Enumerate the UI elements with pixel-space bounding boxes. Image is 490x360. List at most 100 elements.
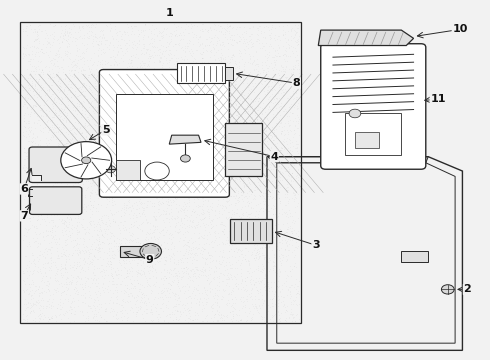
Point: [165, 135, 173, 140]
Point: [222, 205, 230, 211]
Point: [223, 36, 231, 42]
Point: [138, 172, 146, 178]
Point: [255, 232, 263, 238]
Point: [72, 145, 79, 151]
Point: [81, 290, 89, 296]
Point: [20, 213, 28, 219]
Point: [172, 296, 179, 302]
Point: [21, 149, 28, 155]
Point: [42, 200, 50, 206]
Point: [280, 147, 288, 152]
Point: [276, 256, 284, 261]
Point: [127, 23, 135, 29]
Point: [120, 103, 127, 108]
Point: [23, 286, 30, 292]
Point: [250, 282, 258, 288]
Point: [39, 68, 47, 73]
Point: [71, 311, 79, 317]
Point: [238, 100, 245, 106]
Point: [149, 213, 157, 219]
Point: [241, 238, 249, 243]
Point: [190, 138, 197, 144]
Point: [29, 235, 37, 241]
Point: [294, 288, 302, 294]
Point: [175, 273, 183, 279]
Point: [291, 34, 298, 40]
Point: [53, 271, 61, 277]
Point: [42, 222, 49, 228]
Point: [76, 33, 84, 39]
Point: [159, 129, 167, 135]
Point: [195, 44, 203, 49]
Point: [210, 90, 218, 96]
Point: [22, 214, 30, 220]
Point: [170, 99, 178, 105]
Point: [258, 302, 266, 308]
Point: [170, 174, 177, 180]
Point: [81, 88, 89, 94]
Point: [41, 246, 49, 251]
Point: [232, 175, 240, 181]
Point: [152, 254, 160, 260]
Point: [34, 213, 42, 219]
Point: [114, 208, 122, 214]
Point: [196, 34, 203, 40]
Point: [254, 103, 262, 109]
Point: [35, 53, 43, 59]
Point: [73, 48, 80, 54]
Point: [221, 26, 229, 32]
Point: [63, 281, 71, 287]
Point: [114, 163, 122, 169]
Point: [22, 150, 29, 156]
Point: [184, 62, 192, 68]
Point: [237, 266, 245, 271]
Point: [158, 153, 166, 159]
Point: [98, 112, 106, 117]
Point: [49, 195, 56, 201]
Point: [213, 302, 221, 308]
Point: [48, 132, 56, 138]
Point: [75, 190, 83, 195]
Point: [291, 122, 299, 128]
Point: [241, 138, 248, 144]
Point: [275, 53, 283, 59]
Point: [284, 165, 292, 170]
Point: [240, 24, 247, 30]
Point: [108, 199, 116, 205]
Point: [47, 71, 54, 77]
Point: [149, 273, 157, 279]
Point: [263, 311, 271, 317]
Point: [217, 296, 224, 302]
Point: [284, 118, 292, 124]
Point: [145, 129, 153, 135]
Point: [100, 137, 108, 143]
Point: [146, 40, 153, 46]
Point: [220, 231, 228, 237]
Point: [196, 296, 204, 302]
Point: [203, 312, 211, 318]
Point: [268, 106, 276, 112]
Point: [191, 99, 198, 105]
Point: [275, 253, 283, 259]
Point: [236, 296, 244, 302]
Point: [166, 255, 174, 260]
Point: [293, 57, 300, 63]
Point: [38, 161, 46, 166]
Point: [57, 316, 65, 322]
Point: [283, 181, 291, 187]
Point: [136, 240, 144, 246]
Point: [32, 199, 40, 205]
Point: [64, 212, 72, 217]
Point: [272, 302, 280, 308]
Point: [113, 193, 121, 198]
Point: [162, 91, 170, 97]
Point: [74, 229, 82, 234]
Point: [137, 153, 145, 159]
Point: [182, 242, 190, 248]
Point: [134, 185, 142, 190]
Point: [65, 286, 73, 292]
Point: [103, 100, 111, 105]
Point: [261, 150, 269, 156]
Point: [55, 241, 63, 247]
Point: [130, 185, 138, 191]
